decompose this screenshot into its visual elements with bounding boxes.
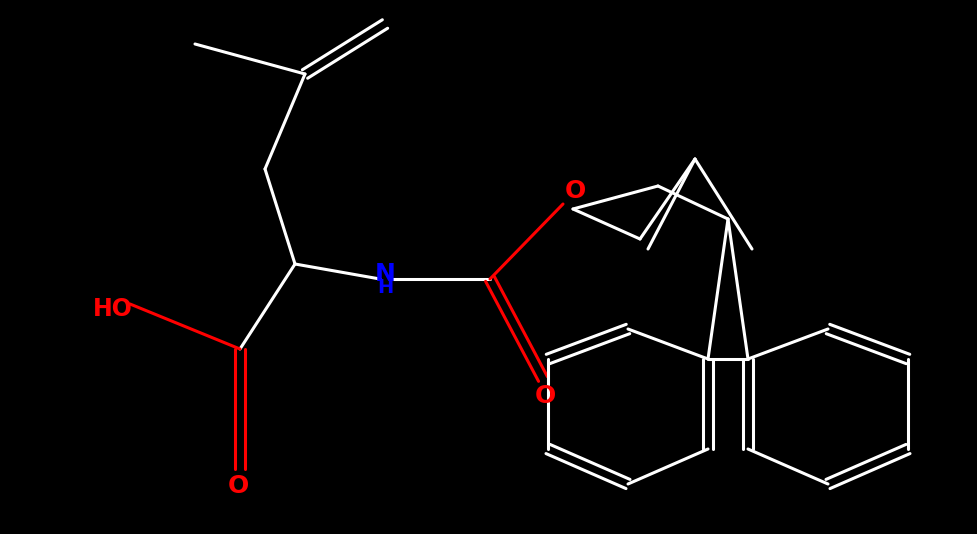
Text: HO: HO <box>93 297 133 321</box>
Text: O: O <box>564 179 585 203</box>
Text: H: H <box>376 278 393 297</box>
Text: O: O <box>227 474 248 498</box>
Text: O: O <box>533 384 555 408</box>
Text: N: N <box>374 262 395 286</box>
